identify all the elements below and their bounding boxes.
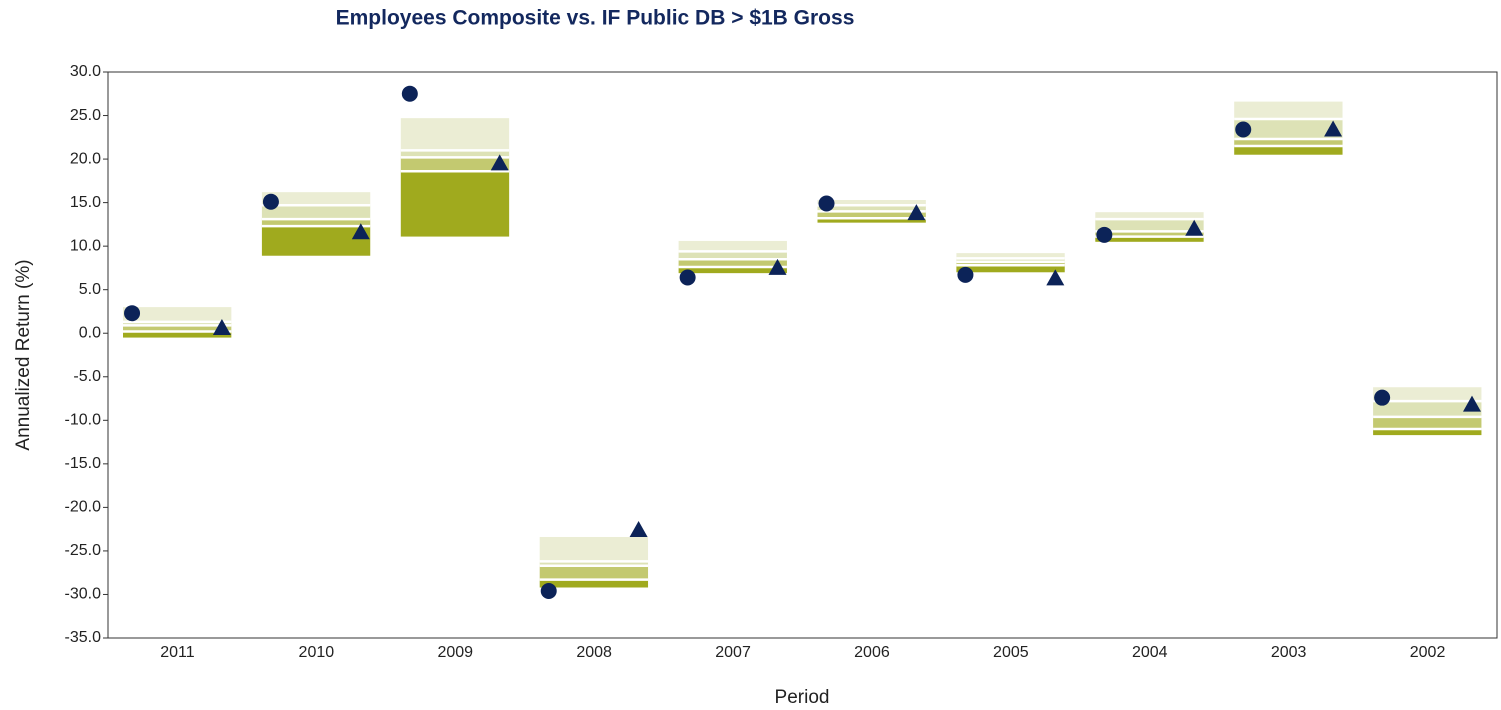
circle-marker [1096,226,1113,243]
percentile-band [817,211,926,219]
circle-marker [818,195,835,212]
circle-marker [401,85,418,102]
percentile-band [400,150,510,158]
triangle-marker [1324,120,1343,137]
triangle-marker [212,319,231,336]
percentile-band [678,251,787,260]
x-tick-label: 2002 [1410,644,1446,661]
circle-marker [124,305,141,322]
triangle-marker [490,154,509,171]
circle-marker [679,269,696,286]
percentile-band [1234,146,1343,155]
circle-marker [262,193,279,210]
y-tick-label: -20.0 [65,499,102,516]
percentile-band [1095,219,1204,232]
percentile-band [678,240,787,252]
percentile-band [956,265,1065,273]
triangle-marker [351,223,370,240]
plot-frame [107,71,1498,639]
percentile-band [539,561,649,566]
x-axis-label: Period [775,687,830,708]
percentile-band [539,565,649,580]
y-tick-label: -15.0 [65,455,102,472]
triangle-marker [1046,269,1065,286]
x-tick-label: 2010 [299,644,335,661]
y-tick-label: 30.0 [70,63,101,80]
percentile-band [261,226,371,256]
x-tick-label: 2004 [1132,644,1168,661]
chart-title: Employees Composite vs. IF Public DB > $… [336,7,855,30]
percentile-band [1373,387,1482,402]
percentile-band [1095,231,1204,237]
percentile-band [539,536,649,562]
circle-marker [1374,389,1391,406]
y-tick-label: -25.0 [65,542,102,559]
percentile-band [817,200,926,206]
circle-marker [1235,121,1252,138]
percentile-band [123,331,232,338]
percentile-band [1095,212,1204,220]
x-tick-label: 2007 [715,644,751,661]
percentile-band [261,219,371,227]
x-tick-label: 2009 [437,644,473,661]
y-tick-label: 10.0 [70,237,101,254]
percentile-band [678,259,787,268]
y-tick-label: 0.0 [79,324,101,341]
x-tick-label: 2003 [1271,644,1307,661]
percentile-band [1373,401,1482,417]
y-tick-label: -35.0 [65,629,102,646]
triangle-marker [1462,395,1481,412]
percentile-band [400,118,510,151]
triangle-marker [629,521,648,538]
y-tick-label: -10.0 [65,412,102,429]
y-tick-label: 15.0 [70,194,101,211]
percentile-band [956,261,1065,266]
percentile-band [261,205,371,220]
x-tick-label: 2005 [993,644,1029,661]
percentile-band [1373,416,1482,430]
y-tick-label: -30.0 [65,586,102,603]
percentile-band [261,192,371,206]
y-tick-label: -5.0 [73,368,101,385]
percentile-band [123,307,232,322]
percentile-band [1234,139,1343,147]
triangle-marker [1185,219,1204,236]
percentile-band [123,321,232,326]
percentile-band [400,171,510,237]
circle-marker [957,266,974,283]
percentile-band [400,157,510,172]
y-tick-label: 25.0 [70,107,101,124]
x-tick-label: 2011 [160,644,195,661]
percentile-band [123,325,232,332]
percentile-band [1095,236,1204,242]
y-tick-label: 5.0 [79,281,101,298]
x-tick-label: 2008 [576,644,612,661]
percentile-band [678,267,787,274]
percentile-band [539,579,649,588]
percentile-band [956,253,1065,259]
percentile-band [817,218,926,223]
percentile-band [817,205,926,212]
y-tick-label: 20.0 [70,150,101,167]
triangle-marker [768,258,787,275]
percentile-band [956,258,1065,262]
x-tick-label: 2006 [854,644,890,661]
y-axis-label: Annualized Return (%) [13,259,34,450]
circle-marker [540,582,557,599]
percentile-band [1373,429,1482,436]
percentile-band [1234,101,1343,120]
triangle-marker [907,204,926,221]
percentile-band [1234,119,1343,140]
